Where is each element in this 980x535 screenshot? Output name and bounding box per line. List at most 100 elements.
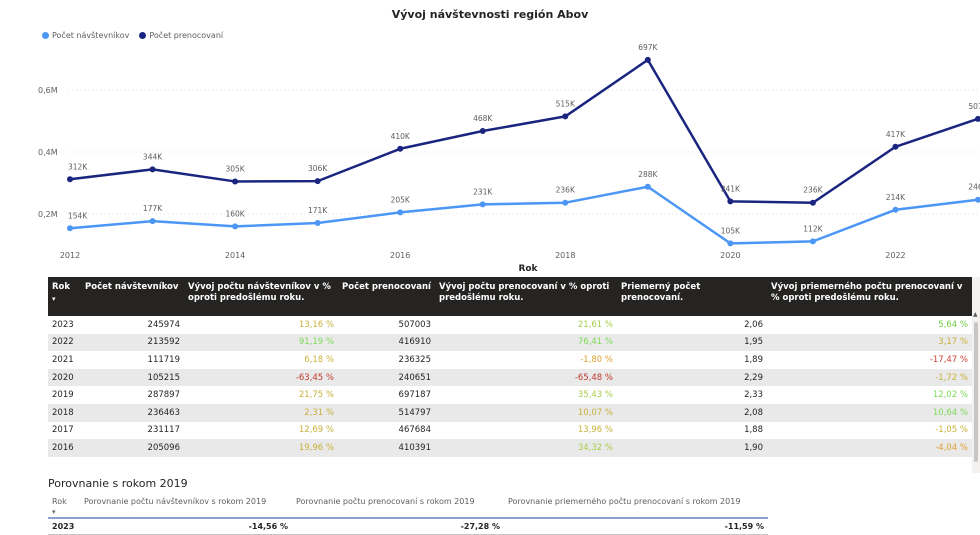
cell-visitors: 245974	[81, 316, 184, 334]
table-row[interactable]: 2021 111719 6,18 % 236325 -1,80 % 1,89 -17,47 …	[48, 351, 972, 369]
cell-overnights-change: -1,80 %	[435, 351, 617, 369]
cell-overnights-change: -65,48 %	[435, 368, 617, 387]
cell-avg-change: -1,72 %	[767, 368, 972, 387]
sort-desc-icon[interactable]: ▾	[52, 294, 56, 303]
data-point-visitors[interactable]	[397, 209, 404, 216]
data-point-visitors[interactable]	[149, 218, 156, 225]
column-header-rok[interactable]: Rok ▾	[48, 277, 81, 316]
comparison-cell-overnights: -27,28 %	[292, 518, 504, 535]
legend-label-visitors: Počet návštevníkov	[52, 31, 130, 40]
data-label-visitors: 214K	[886, 193, 906, 202]
chart-title: Vývoj návštevnosti región Abov	[391, 8, 589, 21]
data-point-overnights[interactable]	[479, 128, 486, 135]
comparison-row[interactable]: 2023 -14,56 % -27,28 % -11,59 %	[48, 518, 768, 535]
legend-item-visitors[interactable]: Počet návštevníkov	[42, 31, 129, 40]
cell-overnights-change: 34,32 %	[435, 439, 617, 457]
scrollbar-thumb[interactable]	[974, 322, 978, 462]
data-point-overnights[interactable]	[232, 178, 239, 185]
table-row[interactable]: 2020 105215 -63,45 % 240651 -65,48 % 2,29 -1,7…	[48, 368, 972, 387]
cell-visitors: 105215	[81, 368, 184, 387]
data-point-visitors[interactable]	[644, 183, 651, 190]
x-tick-label: 2018	[555, 251, 575, 260]
data-label-overnights: 241K	[721, 184, 741, 193]
column-header-overnights[interactable]: Počet prenocovaní	[338, 277, 435, 316]
data-point-overnights[interactable]	[644, 56, 651, 63]
column-header-avg-change[interactable]: Vývoj priemerného počtu prenocovaní v % …	[767, 277, 972, 316]
x-tick-label: 2022	[885, 251, 905, 260]
data-point-overnights[interactable]	[149, 166, 156, 173]
data-label-overnights: 515K	[556, 99, 576, 108]
comparison-cell-visitors: -14,56 %	[80, 518, 292, 535]
cell-rok: 2022	[48, 333, 81, 352]
cell-overnights-change: 10,07 %	[435, 403, 617, 422]
cell-rok: 2018	[48, 403, 81, 422]
table-row[interactable]: 2016 205096 19,96 % 410391 34,32 % 1,90 -4,04 …	[48, 439, 972, 457]
cell-overnights: 416910	[338, 333, 435, 352]
column-header-avg-overnights[interactable]: Priemerný počet prenocovaní.	[617, 277, 767, 316]
comparison-header-overnights[interactable]: Porovnanie počtu prenocovaní s rokom 201…	[292, 494, 504, 519]
legend-dot-overnights	[139, 32, 147, 39]
data-point-overnights[interactable]	[809, 199, 816, 206]
comparison-header-avg[interactable]: Porovnanie priemerného počtu prenocovaní…	[504, 494, 768, 519]
legend-label-overnights: Počet prenocovaní	[149, 31, 224, 40]
data-point-overnights[interactable]	[562, 113, 569, 120]
y-tick-label: 0,2M	[38, 210, 58, 219]
data-label-visitors: 160K	[225, 209, 245, 218]
data-point-overnights[interactable]	[314, 178, 321, 185]
comparison-header-row: Rok ▾ Porovnanie počtu návštevníkov s rok…	[48, 494, 768, 519]
table-row[interactable]: 2019 287897 21,75 % 697187 35,43 % 2,33 12,02 …	[48, 386, 972, 404]
table-row[interactable]: 2023 245974 13,16 % 507003 21,61 % 2,06 5,64 %	[48, 316, 972, 334]
data-point-visitors[interactable]	[809, 238, 816, 245]
comparison-table: Rok ▾ Porovnanie počtu návštevníkov s rok…	[48, 494, 768, 535]
data-point-overnights[interactable]	[727, 198, 734, 205]
sort-desc-icon[interactable]: ▾	[52, 508, 56, 516]
data-label-overnights: 344K	[143, 152, 163, 161]
table-row[interactable]: 2022 213592 91,19 % 416910 76,41 % 1,95 3,17 %	[48, 333, 972, 352]
data-point-overnights[interactable]	[975, 115, 980, 122]
legend-item-overnights[interactable]: Počet prenocovaní	[139, 31, 223, 40]
data-label-visitors: 171K	[308, 206, 328, 215]
data-point-visitors[interactable]	[975, 196, 980, 203]
cell-visitors-change: 91,19 %	[184, 333, 338, 352]
data-point-overnights[interactable]	[892, 143, 899, 150]
series-line-overnights[interactable]	[69, 58, 979, 204]
cell-visitors: 287897	[81, 386, 184, 404]
data-point-overnights[interactable]	[397, 145, 404, 152]
series-line-visitors[interactable]	[69, 185, 979, 245]
data-point-visitors[interactable]	[232, 223, 239, 230]
data-label-visitors: 236K	[556, 186, 576, 195]
data-label-overnights: 306K	[308, 164, 328, 173]
data-label-overnights: 468K	[473, 114, 493, 123]
data-point-visitors[interactable]	[727, 240, 734, 247]
data-label-visitors: 105K	[721, 226, 741, 235]
comparison-header-rok[interactable]: Rok ▾	[48, 494, 80, 519]
scroll-up-icon[interactable]: ▲	[973, 311, 978, 318]
comparison-header-visitors[interactable]: Porovnanie počtu návštevníkov s rokom 20…	[80, 494, 292, 519]
cell-rok: 2021	[48, 351, 81, 369]
cell-avg-overnights: 2,08	[617, 403, 767, 422]
cell-visitors-change: 6,18 %	[184, 351, 338, 369]
data-point-visitors[interactable]	[479, 201, 486, 208]
column-header-visitors[interactable]: Počet návštevníkov	[81, 277, 184, 316]
table-row[interactable]: 2018 236463 2,31 % 514797 10,07 % 2,08 10,64 %	[48, 403, 972, 422]
cell-overnights-change: 13,96 %	[435, 421, 617, 440]
y-tick-label: 0,6M	[38, 86, 58, 95]
cell-avg-overnights: 1,89	[617, 351, 767, 369]
data-point-visitors[interactable]	[67, 225, 73, 232]
table-scrollbar[interactable]: ▲	[972, 277, 980, 473]
table-row[interactable]: 2017 231117 12,69 % 467684 13,96 % 1,88 -1,05 …	[48, 421, 972, 440]
data-point-overnights[interactable]	[67, 176, 73, 183]
data-point-visitors[interactable]	[314, 219, 321, 226]
data-label-visitors: 177K	[143, 204, 163, 213]
cell-visitors-change: 13,16 %	[184, 316, 338, 334]
column-header-overnights-change[interactable]: Vývoj počtu prenocovaní v % oproti predo…	[435, 277, 617, 316]
chart-series: 154K 177K 160K 171K 205K 231K 236K 288K 105K 112K…	[67, 43, 980, 247]
data-point-visitors[interactable]	[892, 206, 899, 213]
data-label-visitors: 205K	[391, 195, 411, 204]
column-header-visitors-change[interactable]: Vývoj počtu návštevníkov v % oproti pred…	[184, 277, 338, 316]
cell-avg-change: 5,64 %	[767, 316, 972, 334]
y-axis: 0,2M 0,4M 0,6M	[38, 86, 58, 219]
data-point-visitors[interactable]	[562, 199, 569, 206]
chart-gridlines	[68, 89, 978, 215]
cell-visitors: 111719	[81, 351, 184, 369]
